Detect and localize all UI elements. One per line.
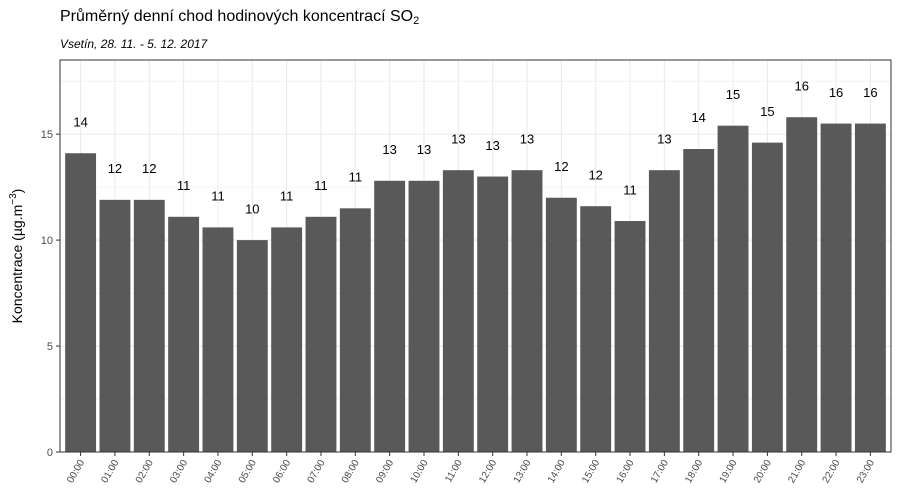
x-tick-label: 05:00: [237, 458, 259, 486]
data-label: 11: [623, 182, 637, 197]
x-tick-label: 13:00: [512, 458, 534, 486]
bar: [133, 199, 165, 452]
data-label: 11: [314, 178, 328, 193]
bar: [339, 208, 371, 452]
bar: [202, 227, 234, 452]
x-tick-label: 12:00: [477, 458, 499, 486]
data-label: 13: [417, 142, 431, 157]
bar: [854, 123, 886, 452]
bar: [99, 199, 131, 452]
data-label: 13: [382, 142, 396, 157]
bar: [65, 153, 97, 453]
x-tick-label: 09:00: [374, 458, 396, 486]
bar: [580, 206, 612, 452]
bar: [820, 123, 852, 452]
x-axis: 00:00 01:00 02:00 03:00 04:00 05:00 06:00 07:00…: [65, 452, 877, 485]
bar: [305, 216, 337, 452]
chart-subtitle: Vsetín, 28. 11. - 5. 12. 2017: [60, 37, 208, 51]
x-tick-label: 08:00: [340, 458, 362, 486]
x-tick-label: 00:00: [65, 458, 87, 486]
data-label: 16: [863, 85, 877, 100]
x-tick-label: 16:00: [615, 458, 637, 486]
y-tick-label: 0: [47, 447, 53, 459]
x-tick-label: 06:00: [271, 458, 293, 486]
x-tick-label: 21:00: [786, 458, 808, 486]
data-label: 13: [485, 138, 499, 153]
bar: [408, 180, 440, 452]
data-label: 16: [829, 85, 843, 100]
y-tick-label: 15: [41, 129, 53, 141]
data-label: 12: [142, 161, 156, 176]
x-tick-label: 18:00: [683, 458, 705, 486]
bar: [168, 216, 200, 452]
bar: [648, 170, 680, 452]
x-tick-label: 14:00: [546, 458, 568, 486]
data-label: 15: [726, 87, 740, 102]
bar: [545, 197, 577, 452]
bar: [614, 221, 646, 452]
x-tick-label: 07:00: [306, 458, 328, 486]
bars: [65, 117, 886, 453]
data-labels: 14 12 12 11 11 10 11 11 11 13 13 13 13 13 12 12 11 13 14 15…: [73, 78, 877, 216]
y-axis: 0 5 10 15: [41, 129, 60, 459]
x-tick-label: 23:00: [855, 458, 877, 486]
data-label: 13: [451, 131, 465, 146]
data-label: 14: [73, 114, 87, 129]
data-label: 11: [211, 189, 225, 204]
y-axis-label: Koncentrace (µg.m−3): [8, 189, 25, 324]
x-tick-label: 01:00: [99, 458, 121, 486]
x-tick-label: 19:00: [718, 458, 740, 486]
bar: [717, 125, 749, 452]
chart-title: Průměrný denní chod hodinových koncentra…: [60, 8, 420, 27]
x-tick-label: 15:00: [580, 458, 602, 486]
panel-border: [59, 59, 892, 453]
data-label: 15: [760, 104, 774, 119]
data-label: 12: [588, 167, 602, 182]
y-tick-label: 5: [47, 341, 53, 353]
data-label: 10: [245, 201, 259, 216]
bar: [442, 170, 474, 452]
x-tick-label: 11:00: [443, 458, 465, 485]
x-tick-label: 03:00: [168, 458, 190, 486]
bar: [236, 240, 268, 452]
bar: [751, 142, 783, 453]
bar: [786, 117, 818, 452]
data-label: 11: [349, 170, 363, 185]
x-tick-label: 22:00: [821, 458, 843, 486]
bar: [271, 227, 303, 452]
y-tick-label: 10: [41, 235, 53, 247]
x-tick-label: 20:00: [752, 458, 774, 486]
x-tick-label: 02:00: [134, 458, 156, 486]
bar: [477, 176, 509, 453]
x-tick-label: 10:00: [409, 458, 431, 486]
x-tick-label: 04:00: [203, 458, 225, 486]
x-tick-label: 17:00: [649, 458, 671, 486]
data-label: 14: [691, 110, 705, 125]
data-label: 11: [177, 178, 191, 193]
data-label: 13: [520, 131, 534, 146]
data-label: 12: [108, 161, 122, 176]
bar: [511, 170, 543, 452]
bar: [374, 180, 406, 452]
data-label: 12: [554, 159, 568, 174]
data-label: 16: [794, 78, 808, 93]
bar: [683, 148, 715, 452]
data-label: 13: [657, 131, 671, 146]
data-label: 11: [280, 189, 294, 204]
